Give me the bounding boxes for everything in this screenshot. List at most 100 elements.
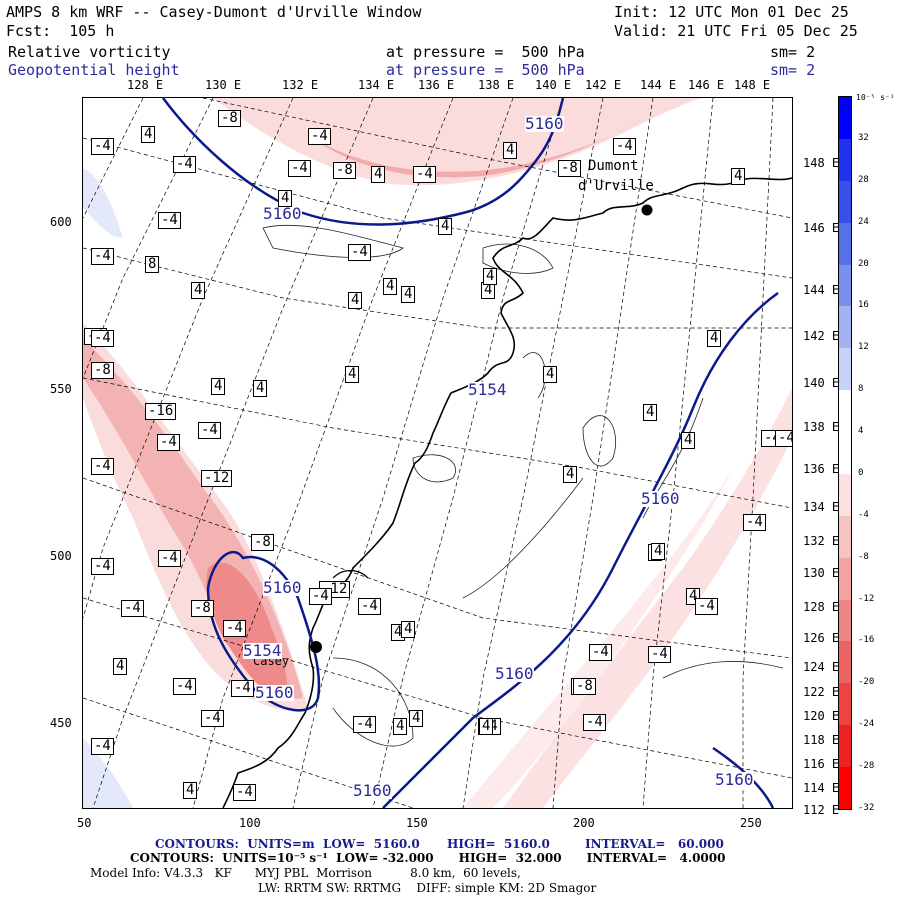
vorticity-contour-label: -8 bbox=[558, 160, 581, 177]
top-longitude-label: 130 E bbox=[205, 78, 242, 92]
colorbar-tick-label: -24 bbox=[858, 719, 875, 730]
height-label: 5154 bbox=[243, 641, 282, 660]
init-time: Init: 12 UTC Mon 01 Dec 25 bbox=[614, 3, 849, 21]
height-label: 5160 bbox=[495, 664, 534, 683]
colorbar-tick-label: -28 bbox=[858, 761, 875, 772]
vorticity-contour-label: -4 bbox=[91, 458, 114, 475]
vorticity-contour-label: -4 bbox=[743, 514, 766, 531]
right-longitude-label: 132 E bbox=[803, 534, 840, 548]
map-plot: Dumont d'Urville Casey 5160 5160 5154 51… bbox=[82, 97, 793, 809]
height-label: 5160 bbox=[715, 770, 754, 789]
vorticity-contours bbox=[262, 224, 784, 747]
top-longitude-label: 136 E bbox=[418, 78, 455, 92]
vorticity-contour-label: 4 bbox=[707, 330, 722, 347]
vorticity-peak-left bbox=[206, 562, 288, 698]
vorticity-contour-label: -8 bbox=[251, 534, 274, 551]
colorbar-tick-label: -16 bbox=[858, 635, 875, 646]
vorticity-contour-label: -4 bbox=[173, 156, 196, 173]
colorbar-unit: 10⁻⁵ s⁻¹ bbox=[856, 93, 895, 102]
field2-pressure: at pressure = 500 hPa bbox=[386, 61, 585, 79]
right-longitude-label: 126 E bbox=[803, 631, 840, 645]
right-longitude-label: 128 E bbox=[803, 600, 840, 614]
vorticity-contour-label: 4 bbox=[253, 380, 268, 397]
colorbar-tick-label: 0 bbox=[858, 467, 864, 478]
map-graphic bbox=[83, 98, 792, 808]
colorbar-tick-label: 12 bbox=[858, 342, 869, 353]
right-longitude-label: 122 E bbox=[803, 685, 840, 699]
vorticity-blue-patch bbox=[83, 168, 123, 238]
y-tick: 600 bbox=[50, 215, 72, 229]
vorticity-contour-label: -12 bbox=[201, 470, 233, 487]
vorticity-contour-label: -4 bbox=[201, 710, 224, 727]
y-tick: 550 bbox=[50, 382, 72, 396]
vorticity-contour-label: 8 bbox=[145, 256, 160, 273]
colorbar-swatch bbox=[839, 432, 851, 475]
vorticity-contour-label: -4 bbox=[91, 248, 114, 265]
colorbar-tick-label: -4 bbox=[858, 509, 869, 520]
field1-pressure: at pressure = 500 hPa bbox=[386, 43, 585, 61]
vorticity-contour-label: -4 bbox=[173, 678, 196, 695]
height-label: 5160 bbox=[263, 578, 302, 597]
vorticity-contour-label: 4 bbox=[481, 282, 496, 299]
colorbar-swatch bbox=[839, 599, 851, 642]
colorbar-swatch bbox=[839, 97, 851, 140]
height-contour-5154 bbox=[206, 551, 321, 712]
top-longitude-label: 128 E bbox=[127, 78, 164, 92]
colorbar-tick-label: 32 bbox=[858, 132, 869, 143]
vorticity-contour-label: -8 bbox=[91, 362, 114, 379]
vorticity-contour-label: 4 bbox=[141, 126, 156, 143]
colorbar-swatch bbox=[839, 390, 851, 433]
vorticity-contour-label: 4 bbox=[113, 658, 128, 675]
colorbar-swatch bbox=[839, 767, 851, 810]
top-longitude-label: 146 E bbox=[688, 78, 725, 92]
colorbar-swatch bbox=[839, 515, 851, 559]
vorticity-contour-label: 4 bbox=[731, 168, 746, 185]
vorticity-contour-label: -4 bbox=[91, 738, 114, 755]
vorticity-contour-label: 4 bbox=[643, 404, 658, 421]
footer-height-contours: CONTOURS: UNITS=m LOW= 5160.0 bbox=[155, 837, 420, 851]
right-longitude-label: 116 E bbox=[803, 757, 840, 771]
footer-physics: LW: RRTM SW: RRTMG DIFF: simple KM: 2D S… bbox=[258, 881, 597, 895]
x-tick: 150 bbox=[406, 816, 428, 830]
right-longitude-label: 140 E bbox=[803, 376, 840, 390]
height-label: 5160 bbox=[525, 114, 564, 133]
vorticity-contour-label: -4 bbox=[309, 588, 332, 605]
dumont-durville-station bbox=[641, 204, 653, 216]
vorticity-contour-label: 4 bbox=[211, 378, 226, 395]
dumont-label-1: Dumont bbox=[588, 158, 639, 174]
right-longitude-label: 112 E bbox=[803, 803, 840, 817]
vorticity-contour-label: 4 bbox=[278, 190, 293, 207]
height-contour-5160-top bbox=[162, 98, 565, 226]
colorbar-swatch bbox=[839, 180, 851, 224]
colorbar-tick-label: 4 bbox=[858, 426, 864, 437]
vorticity-contour-label: -4 bbox=[353, 716, 376, 733]
footer-height-interval: INTERVAL= 60.000 bbox=[585, 837, 724, 851]
colorbar-swatch bbox=[839, 641, 851, 684]
vorticity-contour-label: -4 bbox=[288, 160, 311, 177]
vorticity-contour-label: -4 bbox=[613, 138, 636, 155]
map-title: AMPS 8 km WRF -- Casey-Dumont d'Urville … bbox=[6, 3, 422, 21]
vorticity-contour-label: -4 bbox=[648, 646, 671, 663]
vorticity-contour-label: -4 bbox=[158, 212, 181, 229]
field1-name: Relative vorticity bbox=[8, 43, 171, 61]
x-tick: 50 bbox=[77, 816, 92, 830]
valid-time: Valid: 21 UTC Fri 05 Dec 25 bbox=[614, 22, 858, 40]
vorticity-contour-label: -4 bbox=[223, 620, 246, 637]
top-longitude-label: 144 E bbox=[640, 78, 677, 92]
forecast-hour: Fcst: 105 h bbox=[6, 22, 115, 40]
vorticity-contour-label: 4 bbox=[409, 710, 424, 727]
vorticity-contour-label: -4 bbox=[583, 714, 606, 731]
vorticity-contour-label: -4 bbox=[348, 244, 371, 261]
vorticity-contour-label: 4 bbox=[191, 282, 206, 299]
vorticity-contour-label: -8 bbox=[218, 110, 241, 127]
colorbar-swatch bbox=[839, 306, 851, 349]
field1-smoothing: sm= 2 bbox=[770, 43, 816, 61]
colorbar-tick-label: 28 bbox=[858, 174, 869, 185]
vorticity-contour-label: 4 bbox=[681, 432, 696, 449]
vorticity-contour-label: 4 bbox=[651, 543, 666, 560]
vorticity-blue-patch-2 bbox=[83, 738, 133, 808]
vorticity-contour-label: 4 bbox=[345, 366, 360, 383]
vorticity-band-right2 bbox=[463, 468, 733, 808]
colorbar-tick-label: -20 bbox=[858, 677, 875, 688]
height-label: 5160 bbox=[353, 781, 392, 800]
